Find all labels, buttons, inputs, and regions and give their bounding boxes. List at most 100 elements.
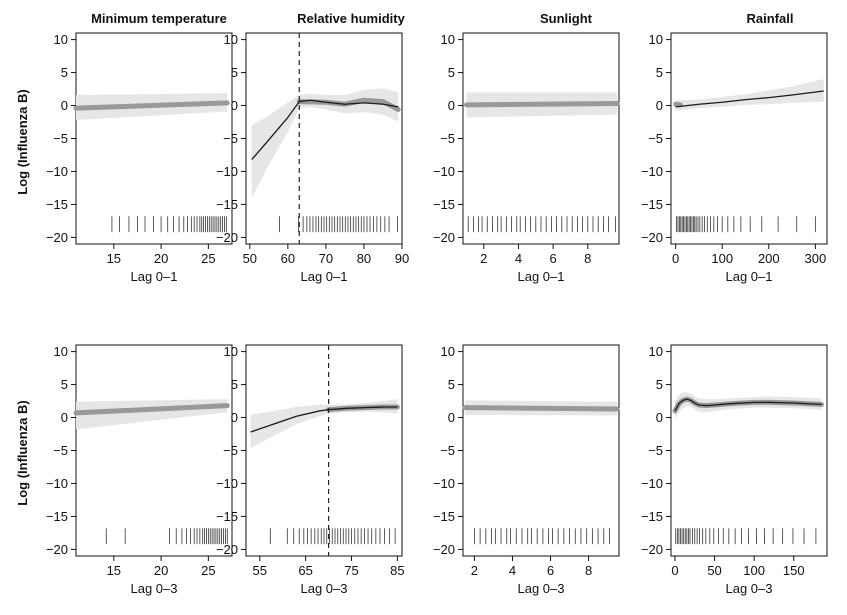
y-tick-label: −5 xyxy=(440,131,455,146)
y-tick-label: −15 xyxy=(641,197,663,212)
x-tick-label: 150 xyxy=(783,563,805,578)
y-tick-label: 5 xyxy=(448,377,455,392)
y-tick-label: −20 xyxy=(216,230,238,245)
y-tick-label: 10 xyxy=(54,32,68,47)
y-tick-label: 0 xyxy=(231,98,238,113)
ylabel-row-1: Log (Influenza B) xyxy=(15,89,30,194)
y-tick-label: 5 xyxy=(448,65,455,80)
y-tick-label: 10 xyxy=(224,32,238,47)
x-tick-label: 6 xyxy=(550,251,557,266)
panel-5: −20 −15 −10 −5 0 5 10 15 20 25 Lag 0–3 xyxy=(46,344,233,596)
x-tick-label: 4 xyxy=(509,563,516,578)
x-tick-label: 15 xyxy=(107,251,121,266)
x-axis-label: Lag 0–1 xyxy=(726,269,773,284)
plot-frame xyxy=(670,344,828,557)
y-tick-label: −10 xyxy=(641,164,663,179)
x-tick-label: 4 xyxy=(515,251,522,266)
panel-6: −20 −15 −10 −5 0 5 10 55 65 75 85 Lag 0–3 xyxy=(216,344,405,596)
y-tick-label: 0 xyxy=(61,98,68,113)
y-tick-label: −10 xyxy=(46,164,68,179)
estimate-line xyxy=(675,90,824,108)
plot-frame xyxy=(670,32,828,245)
x-tick-label: 90 xyxy=(395,251,409,266)
x-tick-label: 50 xyxy=(707,563,721,578)
y-tick-label: −15 xyxy=(216,197,238,212)
confidence-band xyxy=(251,88,399,198)
x-tick-label: 15 xyxy=(107,563,121,578)
y-tick-label: 5 xyxy=(61,377,68,392)
y-tick-label: −15 xyxy=(46,197,68,212)
estimate-line xyxy=(462,405,620,412)
x-tick-label: 85 xyxy=(390,563,404,578)
x-axis-label: Lag 0–1 xyxy=(301,269,348,284)
y-tick-label: −20 xyxy=(641,542,663,557)
plot-frame xyxy=(245,344,403,557)
panel-3: −20 −15 −10 −5 0 5 10 2 4 6 8 Lag 0–1 xyxy=(433,32,620,284)
y-tick-label: −10 xyxy=(433,476,455,491)
y-tick-label: 10 xyxy=(649,344,663,359)
confidence-band xyxy=(674,392,822,421)
x-tick-label: 55 xyxy=(253,563,267,578)
x-axis-label: Lag 0–3 xyxy=(301,581,348,596)
x-tick-label: 2 xyxy=(480,251,487,266)
x-tick-label: 25 xyxy=(201,563,215,578)
x-tick-label: 300 xyxy=(805,251,827,266)
y-tick-label: −20 xyxy=(216,542,238,557)
panel-7: −20 −15 −10 −5 0 5 10 2 4 6 8 Lag 0–3 xyxy=(433,344,620,596)
y-tick-label: 10 xyxy=(54,344,68,359)
y-tick-label: 5 xyxy=(231,65,238,80)
y-tick-label: 0 xyxy=(656,98,663,113)
estimate-line xyxy=(73,403,230,416)
x-tick-label: 25 xyxy=(201,251,215,266)
x-tick-label: 50 xyxy=(243,251,257,266)
x-tick-label: 8 xyxy=(584,251,591,266)
col-title-relative-humidity: Relative humidity xyxy=(297,11,405,26)
x-tick-label: 100 xyxy=(711,251,733,266)
confidence-band xyxy=(250,399,398,448)
x-axis-label: Lag 0–1 xyxy=(131,269,178,284)
y-tick-label: −20 xyxy=(46,230,68,245)
ylabel-row-2: Log (Influenza B) xyxy=(15,400,30,505)
y-tick-label: −5 xyxy=(53,443,68,458)
y-tick-label: −15 xyxy=(46,509,68,524)
y-tick-label: 0 xyxy=(231,410,238,425)
col-title-rainfall: Rainfall xyxy=(747,11,794,26)
row-ylabels: Log (Influenza B) Log (Influenza B) xyxy=(15,89,30,505)
y-tick-label: −20 xyxy=(433,230,455,245)
y-tick-label: 10 xyxy=(441,344,455,359)
y-tick-label: −5 xyxy=(53,131,68,146)
y-tick-label: 10 xyxy=(441,32,455,47)
y-tick-label: −10 xyxy=(641,476,663,491)
y-tick-label: −5 xyxy=(440,443,455,458)
y-tick-label: −15 xyxy=(216,509,238,524)
x-tick-label: 200 xyxy=(758,251,780,266)
estimate-line xyxy=(463,101,620,108)
plot-frame xyxy=(75,32,233,245)
x-tick-label: 20 xyxy=(154,251,168,266)
plot-frame xyxy=(75,344,233,557)
x-axis-label: Lag 0–3 xyxy=(518,581,565,596)
y-tick-label: −10 xyxy=(433,164,455,179)
col-title-minimum-temperature: Minimum temperature xyxy=(91,11,227,26)
y-tick-label: −5 xyxy=(223,131,238,146)
x-axis-label: Lag 0–3 xyxy=(131,581,178,596)
x-tick-label: 70 xyxy=(319,251,333,266)
x-axis-label: Lag 0–3 xyxy=(726,581,773,596)
y-tick-label: −20 xyxy=(46,542,68,557)
estimate-line xyxy=(251,99,399,161)
y-tick-label: −10 xyxy=(216,476,238,491)
y-tick-label: 10 xyxy=(649,32,663,47)
estimate-line-thick xyxy=(673,101,683,108)
panel-2: −20 −15 −10 −5 0 5 10 50 60 70 80 90 Lag 0–1 xyxy=(216,32,409,284)
y-tick-label: −15 xyxy=(433,509,455,524)
y-tick-label: 5 xyxy=(656,65,663,80)
y-tick-label: −5 xyxy=(223,443,238,458)
y-tick-label: 5 xyxy=(656,377,663,392)
x-axis-label: Lag 0–1 xyxy=(518,269,565,284)
x-tick-label: 75 xyxy=(344,563,358,578)
plot-frame xyxy=(462,32,620,245)
x-tick-label: 6 xyxy=(547,563,554,578)
